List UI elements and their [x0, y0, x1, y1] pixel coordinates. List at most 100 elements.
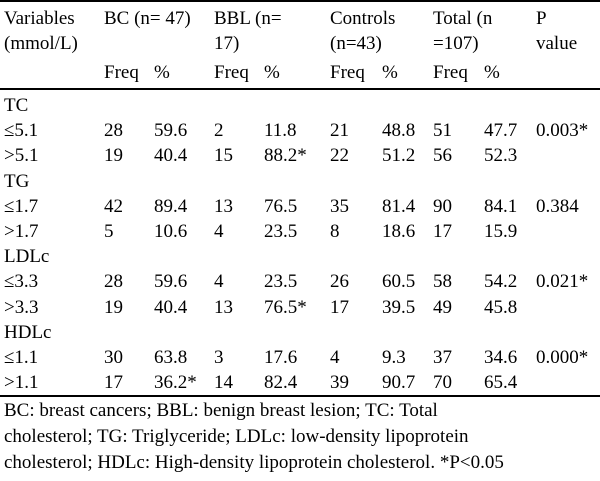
- row-label: ≤1.1: [4, 347, 39, 368]
- cell-bbl-f: 13: [214, 195, 233, 217]
- table-row: >1.7 5 10.6 4 23.5 8 18.6 17 15.9: [0, 219, 600, 244]
- cell-c-f: 17: [330, 296, 349, 318]
- header-controls: Controls (n=43): [330, 8, 396, 54]
- cell-t-f: 58: [433, 271, 452, 293]
- subheader-bbl-pct: %: [264, 62, 280, 83]
- row-label: >5.1: [4, 145, 39, 167]
- cell-t-p: 65.4: [484, 372, 518, 394]
- cell-bc-f: 5: [104, 221, 114, 242]
- cell-bc-f: 28: [104, 120, 123, 142]
- cell-bbl-p: 17.6: [264, 347, 298, 368]
- cell-c-f: 35: [330, 195, 349, 217]
- header-bbl: BBL (n= 17): [214, 8, 282, 54]
- header-variables: Variables (mmol/L): [4, 8, 78, 54]
- cell-bc-f: 42: [104, 195, 123, 217]
- group-label: HDLc: [4, 321, 52, 343]
- cell-bc-f: 17: [104, 372, 123, 394]
- cell-t-p: 34.6: [484, 347, 518, 368]
- cell-t-p: 54.2: [484, 271, 518, 293]
- row-label: >1.7: [4, 221, 39, 242]
- header-bc: BC (n= 47): [104, 8, 191, 29]
- group-label: TC: [4, 95, 29, 116]
- group-label: LDLc: [4, 246, 50, 268]
- table-row: >3.3 19 40.4 13 76.5* 17 39.5 49 45.8: [0, 295, 600, 320]
- cell-bbl-p: 76.5*: [264, 296, 307, 318]
- subheader-controls-freq: Freq: [330, 62, 365, 83]
- bottom-rule: [0, 395, 600, 397]
- cell-bbl-f: 4: [214, 271, 224, 293]
- cell-t-f: 37: [433, 347, 452, 368]
- header-total: Total (n =107): [433, 8, 493, 54]
- cell-p: 0.021*: [536, 271, 589, 293]
- cell-bbl-p: 23.5: [264, 221, 298, 242]
- cell-c-p: 48.8: [382, 120, 416, 142]
- cell-t-f: 51: [433, 120, 452, 142]
- cell-c-f: 39: [330, 372, 349, 394]
- row-label: ≤3.3: [4, 271, 39, 293]
- footnote-line-2: cholesterol; TG: Triglyceride; LDLc: low…: [4, 426, 469, 447]
- subheader-total-pct: %: [484, 62, 500, 83]
- cell-p: 0.384: [536, 195, 579, 217]
- cell-p: 0.003*: [536, 120, 589, 142]
- cell-c-p: 51.2: [382, 145, 416, 167]
- group-row: TG: [0, 169, 600, 194]
- cell-c-p: 9.3: [382, 347, 406, 368]
- cell-bc-f: 19: [104, 145, 123, 167]
- footnote-line-3: cholesterol; HDLc: High-density lipoprot…: [4, 452, 504, 473]
- group-label: TG: [4, 170, 30, 192]
- cell-bc-p: 89.4: [154, 195, 188, 217]
- cell-bc-p: 10.6: [154, 221, 188, 242]
- cell-bbl-p: 11.8: [264, 120, 297, 142]
- cell-bbl-f: 4: [214, 221, 224, 242]
- cell-bc-f: 30: [104, 347, 123, 368]
- table-row: ≤1.7 42 89.4 13 76.5 35 81.4 90 84.1 0.384: [0, 194, 600, 219]
- cell-t-p: 15.9: [484, 221, 518, 242]
- table-row: ≤5.1 28 59.6 2 11.8 21 48.8 51 47.7 0.003*: [0, 118, 600, 143]
- cell-t-f: 90: [433, 195, 452, 217]
- cell-t-p: 84.1: [484, 195, 518, 217]
- cell-c-p: 39.5: [382, 296, 416, 318]
- cell-c-f: 26: [330, 271, 349, 293]
- cell-c-p: 90.7: [382, 372, 416, 394]
- cell-bc-f: 19: [104, 296, 123, 318]
- cell-bbl-p: 76.5: [264, 195, 298, 217]
- header-p-value: P value: [536, 8, 578, 54]
- cell-c-p: 18.6: [382, 221, 416, 242]
- cell-t-f: 70: [433, 372, 452, 394]
- cell-c-f: 8: [330, 221, 340, 242]
- cell-t-p: 45.8: [484, 296, 518, 318]
- cell-bbl-f: 15: [214, 145, 233, 167]
- table-row: >5.1 19 40.4 15 88.2* 22 51.2 56 52.3: [0, 143, 600, 168]
- cell-c-f: 21: [330, 120, 349, 142]
- cell-bc-p: 63.8: [154, 347, 188, 368]
- cell-bc-p: 59.6: [154, 120, 188, 142]
- table-row: >1.1 17 36.2* 14 82.4 39 90.7 70 65.4: [0, 370, 600, 395]
- cell-bbl-p: 82.4: [264, 372, 298, 394]
- cell-bc-p: 40.4: [154, 145, 188, 167]
- cell-c-p: 60.5: [382, 271, 416, 293]
- cell-bbl-f: 14: [214, 372, 233, 394]
- footnote-line-1: BC: breast cancers; BBL: benign breast l…: [4, 400, 438, 421]
- table-row: ≤3.3 28 59.6 4 23.5 26 60.5 58 54.2 0.021*: [0, 269, 600, 294]
- row-label: ≤5.1: [4, 120, 39, 142]
- cell-t-p: 52.3: [484, 145, 518, 167]
- cell-bbl-f: 3: [214, 347, 224, 368]
- cell-bc-p: 40.4: [154, 296, 188, 318]
- cell-bbl-f: 13: [214, 296, 233, 318]
- cell-bbl-p: 88.2*: [264, 145, 307, 167]
- cell-bc-f: 28: [104, 271, 123, 293]
- cell-bc-p: 59.6: [154, 271, 188, 293]
- header-rule: [0, 88, 600, 90]
- cell-bbl-p: 23.5: [264, 271, 298, 293]
- subheader-bc-freq: Freq: [104, 62, 139, 83]
- cell-t-f: 56: [433, 145, 452, 167]
- group-row: LDLc: [0, 244, 600, 269]
- table-row: ≤1.1 30 63.8 3 17.6 4 9.3 37 34.6 0.000*: [0, 345, 600, 370]
- subheader-controls-pct: %: [382, 62, 398, 83]
- cell-c-f: 4: [330, 347, 340, 368]
- cell-t-f: 17: [433, 221, 452, 242]
- subheader-bbl-freq: Freq: [214, 62, 249, 83]
- cell-bc-p: 36.2*: [154, 372, 197, 394]
- cell-t-f: 49: [433, 296, 452, 318]
- group-row: TC: [0, 93, 600, 118]
